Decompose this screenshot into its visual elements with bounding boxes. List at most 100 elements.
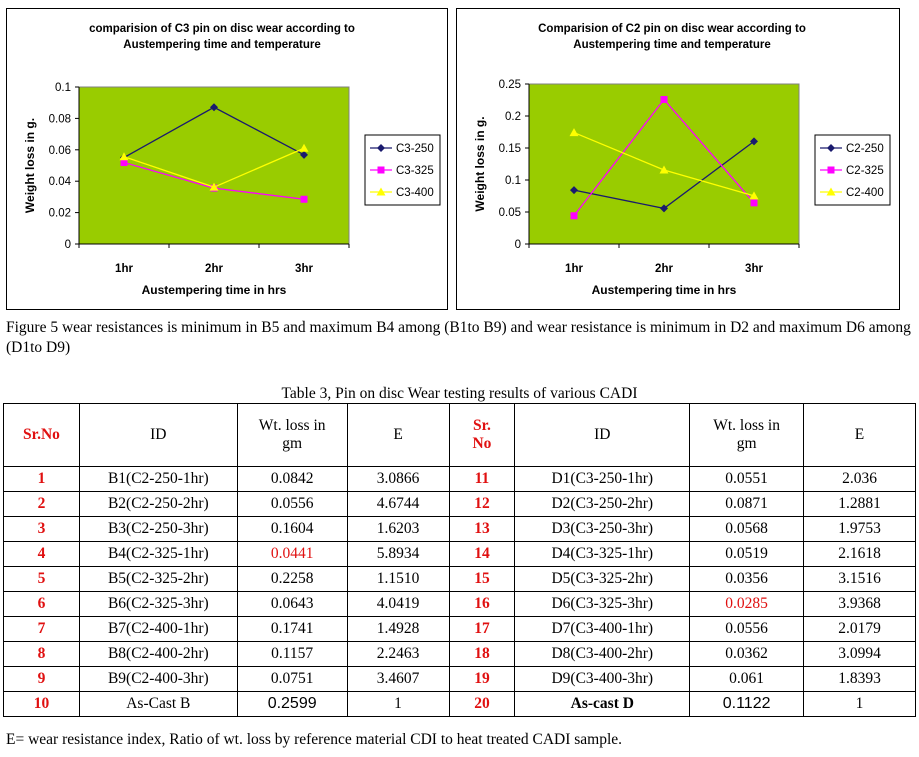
chart-c2-wear: Comparision of C2 pin on disc wear accor… [456,8,900,310]
data-point-c3-250 [300,150,308,159]
table-cell-sr2: 18 [448,641,516,667]
table-cell-e2: 1 [803,691,916,717]
table-cell-e2: 2.1618 [803,541,916,567]
table-cell-e1: 2.2463 [346,641,450,667]
table-cell-e1: 3.0866 [346,466,450,492]
table-cell-sr2: 16 [448,591,516,617]
table-cell-id2: As-cast D [514,691,691,717]
table-cell-wt1: 0.0643 [236,591,348,617]
table-cell-e2: 3.9368 [803,591,916,617]
table-cell-e2: 3.0994 [803,641,916,667]
table-cell-wt1: 0.0751 [236,666,348,692]
table-row: 5 B5(C2-325-2hr) 0.2258 1.1510 15 D5(C3-325-2… [3,566,916,592]
y-tick-label: 0.1 [505,175,521,187]
chart-title-line: comparision of C3 pin on disc wear accor… [89,23,355,35]
table-cell-sr2: 15 [448,566,516,592]
table-cell-id1: B2(C2-250-2hr) [78,491,238,517]
table-row: 10 As-Cast B 0.2599 1 20 As-cast D 0.1122 1 [3,691,916,717]
legend-entry: C3-400 [396,187,434,199]
chart-c3-wear: comparision of C3 pin on disc wear accor… [6,8,448,310]
legend-entry: C2-325 [846,165,884,177]
table-footnote: E= wear resistance index, Ratio of wt. l… [6,731,623,748]
y-tick-label: 0.02 [49,208,71,220]
table-cell-sr1: 5 [3,566,80,592]
table-title: Table 3, Pin on disc Wear testing result… [281,385,638,402]
x-tick-label: 3hr [745,263,763,275]
chart-c2-svg: Comparision of C2 pin on disc wear accor… [473,23,891,297]
legend-marker [377,166,385,174]
table-cell-sr2: 11 [448,466,516,492]
data-point-c2-400 [659,165,669,174]
y-tick-label: 0 [515,239,521,251]
data-point-c2-400 [749,191,759,200]
x-axis-label: Austempering time in hrs [142,283,287,297]
data-point-c3-400 [119,152,129,161]
table-cell-wt2: 0.0568 [689,516,805,542]
table-cell-e2: 2.0179 [803,616,916,642]
table-cell-sr1: 2 [3,491,80,517]
table-cell-wt2: 0.0356 [689,566,805,592]
plot-area [528,83,800,245]
table-cell-id1: B5(C2-325-2hr) [78,566,238,592]
table-cell-id2: D9(C3-400-3hr) [514,666,691,692]
y-tick-label: 0.04 [49,176,72,188]
data-point-c2-250 [750,137,758,146]
table-cell-id1: B4(C2-325-1hr) [78,541,238,567]
table-cell-e1: 1.1510 [346,566,450,592]
table-cell-e1: 4.0419 [346,591,450,617]
header-id-2: ID [514,403,691,467]
table-cell-sr2: 17 [448,616,516,642]
table-cell-wt2: 0.0519 [689,541,805,567]
y-tick-label: 0.08 [49,113,71,125]
y-tick-label: 0.06 [49,145,71,157]
data-point-c3-400 [299,143,309,152]
table-cell-wt2: 0.0871 [689,491,805,517]
legend-marker [826,187,836,196]
x-tick-label: 1hr [565,263,583,275]
table-row: 3 B3(C2-250-3hr) 0.1604 1.6203 13 D3(C3-250-3… [3,516,916,542]
y-tick-label: 0.2 [505,111,521,123]
table-row: 7 B7(C2-400-1hr) 0.1741 1.4928 17 D7(C3-400-1… [3,616,916,642]
table-cell-wt2: 0.1122 [689,691,805,717]
table-cell-id2: D4(C3-325-1hr) [514,541,691,567]
data-point-c2-400 [569,128,579,137]
legend-marker [376,187,386,196]
table-cell-id2: D3(C3-250-3hr) [514,516,691,542]
table-cell-sr1: 10 [3,691,80,717]
header-e-2: E [803,403,916,467]
y-tick-label: 0 [65,239,71,251]
table-cell-id2: D1(C3-250-1hr) [514,466,691,492]
x-tick-label: 1hr [115,263,133,275]
table-cell-id1: As-Cast B [78,691,238,717]
chart-title-line: Austempering time and temperature [573,39,770,51]
legend-entry: C2-250 [846,143,884,155]
table-cell-id1: B8(C2-400-2hr) [78,641,238,667]
legend-marker [827,166,835,174]
table-cell-wt2: 0.0285 [689,591,805,617]
table-cell-id1: B7(C2-400-1hr) [78,616,238,642]
y-tick-label: 0.05 [499,207,521,219]
data-point-c3-325 [120,159,128,167]
table-cell-e1: 4.6744 [346,491,450,517]
table-header-row: Sr.No ID Wt. loss in gm E Sr. No ID Wt. lo… [3,403,916,467]
chart-title-line: Austempering time and temperature [123,39,320,51]
x-tick-label: 2hr [655,263,673,275]
table-cell-e2: 3.1516 [803,566,916,592]
table-cell-wt2: 0.061 [689,666,805,692]
table-row: 6 B6(C2-325-3hr) 0.0643 4.0419 16 D6(C3-325-3… [3,591,916,617]
table-cell-wt1: 0.1157 [236,641,348,667]
header-wt-loss-2: Wt. loss in gm [689,403,805,467]
table-cell-e2: 1.8393 [803,666,916,692]
table-cell-sr2: 13 [448,516,516,542]
table-row: 4 B4(C2-325-1hr) 0.0441 5.8934 14 D4(C3-325-1… [3,541,916,567]
chart-title-line: Comparision of C2 pin on disc wear accor… [538,23,806,35]
x-tick-label: 2hr [205,263,223,275]
table-cell-wt1: 0.0842 [236,466,348,492]
header-wt-loss: Wt. loss in gm [236,403,348,467]
table-cell-id2: D6(C3-325-3hr) [514,591,691,617]
table-cell-id2: D7(C3-400-1hr) [514,616,691,642]
table-cell-sr2: 20 [448,691,516,717]
table-row: 2 B2(C2-250-2hr) 0.0556 4.6744 12 D2(C3-250-2… [3,491,916,517]
legend-entry: C2-400 [846,187,884,199]
y-tick-label: 0.1 [55,82,71,94]
